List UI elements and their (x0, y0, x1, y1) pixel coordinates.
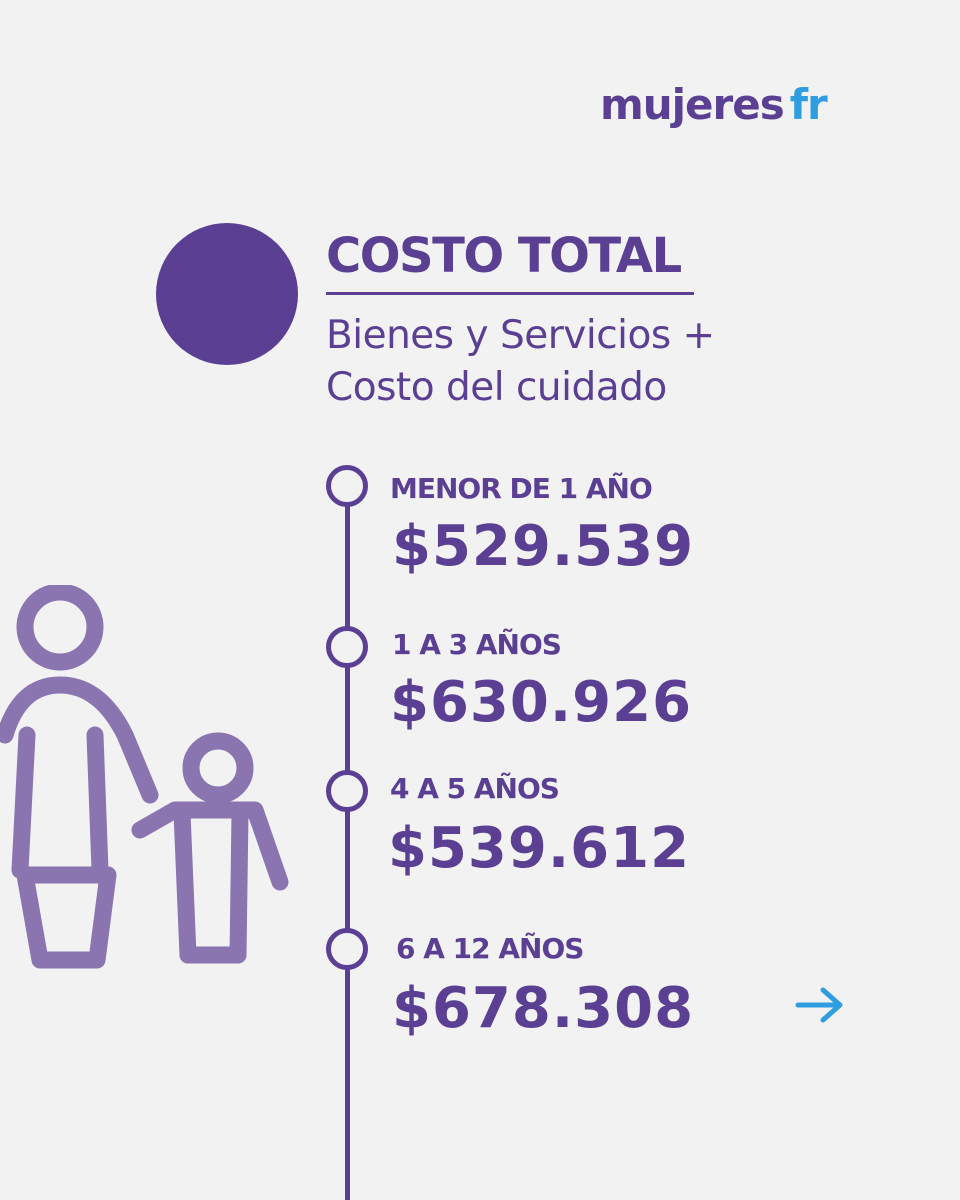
brand-name-main: mujeres (600, 80, 785, 129)
timeline-node (326, 770, 368, 812)
mother-and-child-icon (0, 585, 289, 969)
age-label-1-3: 1 A 3 AÑOS (392, 628, 562, 661)
brand-logo: mujeres fr (600, 80, 828, 129)
age-label-6-12: 6 A 12 AÑOS (396, 932, 584, 965)
age-label-4-5: 4 A 5 AÑOS (390, 772, 560, 805)
price-menor-1: $529.539 (392, 514, 695, 579)
decorative-circle (156, 223, 298, 365)
brand-name-accent: fr (789, 80, 828, 129)
timeline-node (326, 626, 368, 668)
subtitle-line-2: Costo del cuidado (326, 365, 667, 410)
title-underline (326, 292, 694, 295)
timeline-node (326, 465, 368, 507)
subtitle-line-1: Bienes y Servicios + (326, 313, 715, 358)
arrow-right-icon[interactable] (793, 985, 847, 1025)
age-label-menor-1: MENOR DE 1 AÑO (390, 472, 653, 505)
timeline-node (326, 928, 368, 970)
price-1-3: $630.926 (390, 670, 693, 735)
timeline-line (345, 486, 350, 1200)
price-4-5: $539.612 (388, 816, 691, 881)
price-6-12: $678.308 (392, 976, 695, 1041)
page-title: COSTO TOTAL (326, 228, 682, 284)
page-subtitle: Bienes y Servicios + Costo del cuidado (326, 310, 715, 414)
